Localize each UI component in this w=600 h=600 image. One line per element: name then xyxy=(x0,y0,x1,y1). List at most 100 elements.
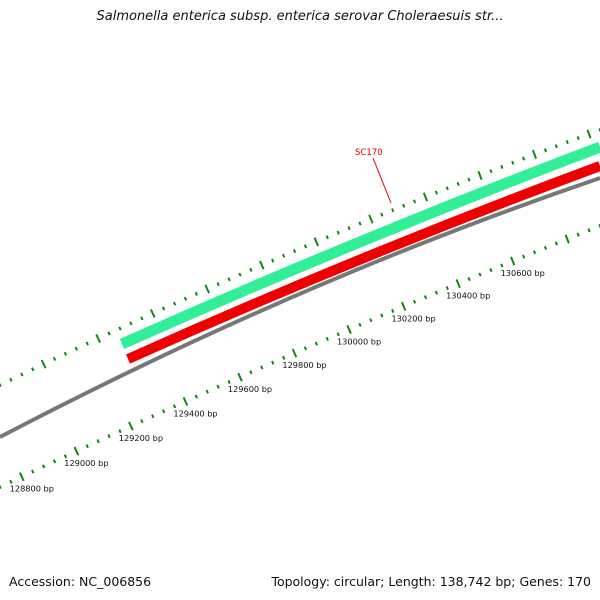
minor-tick xyxy=(489,169,493,174)
minor-tick xyxy=(358,221,362,226)
minor-tick xyxy=(532,250,537,255)
minor-tick xyxy=(271,258,275,263)
minor-tick xyxy=(587,228,591,233)
inner-tick-marks xyxy=(0,224,600,490)
gene-label-sc170[interactable]: SC170 xyxy=(355,148,383,158)
minor-tick xyxy=(118,326,122,331)
minor-tick xyxy=(358,322,362,327)
minor-tick xyxy=(391,208,395,213)
minor-tick xyxy=(151,414,155,419)
minor-tick xyxy=(303,346,308,351)
minor-tick xyxy=(9,377,13,382)
minor-tick xyxy=(325,235,329,240)
minor-tick xyxy=(271,360,275,365)
reverse-strand-gene[interactable] xyxy=(125,161,600,364)
minor-tick xyxy=(500,263,504,268)
minor-tick xyxy=(41,464,46,469)
major-tick xyxy=(564,234,570,244)
minor-tick xyxy=(52,459,57,464)
backbone-arc xyxy=(0,176,600,439)
minor-tick xyxy=(161,306,166,311)
major-tick xyxy=(291,348,298,358)
minor-tick xyxy=(52,356,57,362)
ruler-label: 129400 bp xyxy=(173,408,217,418)
minor-tick xyxy=(216,282,220,287)
ruler-label: 130000 bp xyxy=(337,337,381,347)
ruler-label: 129600 bp xyxy=(228,384,272,394)
minor-tick xyxy=(380,212,384,217)
ruler-label: 128800 bp xyxy=(10,484,54,494)
minor-tick xyxy=(456,181,460,186)
minor-tick xyxy=(0,484,2,490)
minor-tick xyxy=(140,419,144,424)
minor-tick xyxy=(63,351,68,356)
major-tick xyxy=(149,308,156,318)
topology-value: circular xyxy=(333,574,381,589)
minor-tick xyxy=(249,267,253,272)
topology-label: Topology: xyxy=(271,574,330,589)
minor-tick xyxy=(260,365,264,370)
major-tick xyxy=(422,192,429,202)
minor-tick xyxy=(576,232,580,237)
minor-tick xyxy=(303,244,308,249)
ruler-labels: 128800 bp 129000 bp 129200 bp 129400 bp 1296… xyxy=(10,268,545,494)
ruler-label: 130600 bp xyxy=(501,268,545,278)
minor-tick xyxy=(522,156,526,161)
minor-tick xyxy=(9,479,13,484)
minor-tick xyxy=(20,372,24,377)
minor-tick xyxy=(74,346,79,351)
minor-tick xyxy=(576,136,580,141)
sequence-stats: Topology: circular; Length: 138,742 bp; … xyxy=(271,574,591,589)
minor-tick xyxy=(85,341,89,346)
minor-tick xyxy=(107,434,111,439)
minor-tick xyxy=(194,291,199,296)
minor-tick xyxy=(380,313,384,318)
minor-tick xyxy=(565,140,569,145)
ruler-label: 129800 bp xyxy=(282,360,326,370)
minor-tick xyxy=(467,177,471,182)
accession-label: Accession: xyxy=(9,574,76,589)
minor-tick xyxy=(161,409,166,414)
minor-tick xyxy=(336,230,340,235)
minor-tick xyxy=(227,277,231,282)
minor-tick xyxy=(543,148,548,153)
gene-label-pointer xyxy=(372,157,392,204)
genes-label: Genes: xyxy=(519,574,564,589)
minor-tick xyxy=(434,190,438,195)
accession-info: Accession: NC_006856 xyxy=(9,574,151,589)
genes-value: 170 xyxy=(567,574,591,589)
minor-tick xyxy=(281,253,286,258)
major-tick xyxy=(510,256,516,266)
minor-tick xyxy=(511,160,515,165)
major-tick xyxy=(95,333,102,344)
ruler-label: 130400 bp xyxy=(446,291,490,301)
minor-tick xyxy=(227,379,231,384)
minor-tick xyxy=(522,254,526,259)
major-tick xyxy=(237,372,243,382)
outer-tick-marks xyxy=(0,128,600,388)
minor-tick xyxy=(369,318,373,323)
major-tick xyxy=(128,421,134,431)
minor-tick xyxy=(281,355,286,360)
minor-tick xyxy=(31,367,35,372)
major-tick xyxy=(73,446,80,456)
minor-tick xyxy=(325,336,329,341)
minor-tick xyxy=(194,394,199,399)
map-title: Salmonella enterica subsp. enterica sero… xyxy=(96,9,504,24)
minor-tick xyxy=(172,301,177,306)
accession-value: NC_006856 xyxy=(79,574,152,589)
major-tick xyxy=(455,279,461,289)
minor-tick xyxy=(434,290,439,295)
minor-tick xyxy=(96,439,100,444)
minor-tick xyxy=(500,164,504,169)
minor-tick xyxy=(85,444,89,449)
major-tick xyxy=(313,237,320,247)
forward-strand-gene[interactable] xyxy=(119,141,600,350)
ruler-label: 130200 bp xyxy=(391,313,435,323)
minor-tick xyxy=(336,332,340,337)
minor-tick xyxy=(292,248,297,254)
major-tick xyxy=(346,325,352,335)
minor-tick xyxy=(478,272,482,277)
major-tick xyxy=(18,472,25,482)
